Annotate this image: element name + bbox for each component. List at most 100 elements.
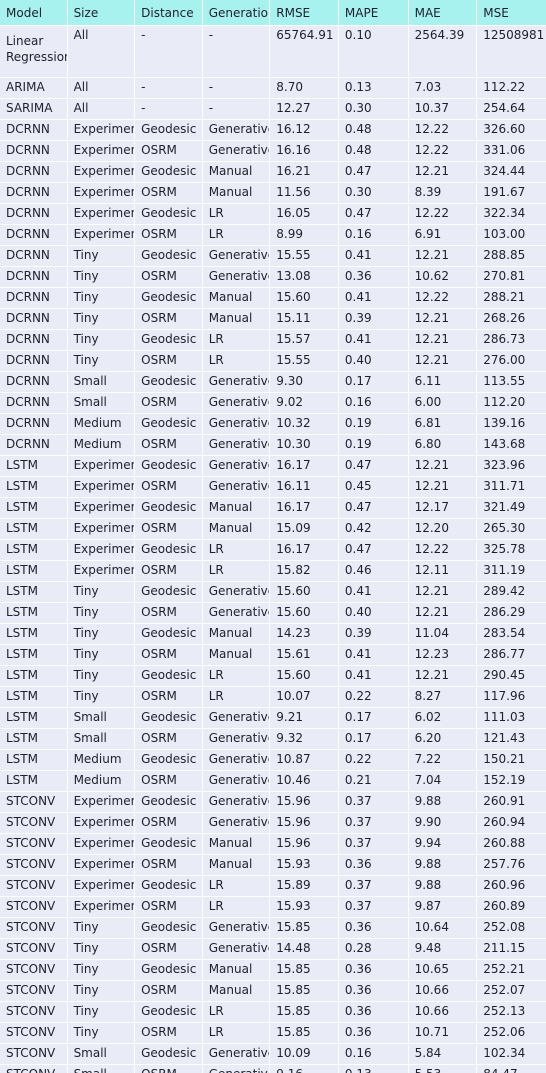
cell-mae: 9.88 [408,855,477,875]
header-distance[interactable]: Distance [135,0,202,25]
cell-model: STCONV [0,960,67,980]
cell-mape: 0.41 [338,246,408,266]
header-mape[interactable]: MAPE [338,0,408,25]
cell-generation: Generative [202,393,270,413]
header-rmse[interactable]: RMSE [270,0,338,25]
cell-rmse: 15.82 [270,561,338,581]
table-row: DCRNN Tiny Geodesic Manual 15.60 0.41 12.22 288… [0,288,546,308]
cell-mae: 12.21 [408,456,477,476]
cell-model: SARIMA [0,99,67,119]
cell-rmse: 15.96 [270,792,338,812]
header-size[interactable]: Size [67,0,135,25]
cell-mse: 286.73 [477,330,546,350]
cell-distance: OSRM [135,603,202,623]
cell-mae: 10.65 [408,960,477,980]
cell-size: Experimental [67,477,135,497]
cell-distance: OSRM [135,477,202,497]
cell-model: DCRNN [0,246,67,266]
cell-mae: 12.21 [408,351,477,371]
cell-distance: OSRM [135,351,202,371]
cell-mse: 121.43 [477,729,546,749]
table-row: STCONV Tiny OSRM Manual 15.85 0.36 10.66 252.07 [0,981,546,1001]
cell-generation: Generative [202,267,270,287]
cell-distance: Geodesic [135,456,202,476]
cell-size: Experimental [67,792,135,812]
header-model[interactable]: Model [0,0,67,25]
cell-mae: 12.21 [408,477,477,497]
table-row: LSTM Small Geodesic Generative 9.21 0.17 6.02 1… [0,708,546,728]
cell-size: Experimental [67,225,135,245]
cell-mae: 12.21 [408,309,477,329]
cell-distance: Geodesic [135,582,202,602]
cell-size: Small [67,729,135,749]
cell-distance: OSRM [135,813,202,833]
cell-rmse: 15.60 [270,288,338,308]
cell-distance: OSRM [135,183,202,203]
cell-generation: Generative [202,813,270,833]
cell-distance: Geodesic [135,666,202,686]
cell-model: ARIMA [0,78,67,98]
cell-mse: 139.16 [477,414,546,434]
cell-size: Experimental [67,876,135,896]
cell-mape: 0.13 [338,78,408,98]
cell-rmse: 9.32 [270,729,338,749]
cell-mape: 0.39 [338,309,408,329]
header-row: Model Size Distance Generation RMSE MAPE… [0,0,546,25]
cell-model: DCRNN [0,162,67,182]
cell-generation: LR [202,666,270,686]
table-row: Linear Regression All - -65764.91 0.10 2564.3… [0,26,546,77]
header-mae[interactable]: MAE [408,0,477,25]
cell-mae: 5.53 [408,1065,477,1073]
cell-distance: OSRM [135,687,202,707]
cell-distance: OSRM [135,855,202,875]
cell-distance: Geodesic [135,246,202,266]
cell-model: DCRNN [0,141,67,161]
cell-mape: 0.17 [338,372,408,392]
table-row: LSTMExperimentalGeodesicManual16.170.471… [0,498,546,518]
cell-mse: 211.15 [477,939,546,959]
cell-distance: Geodesic [135,876,202,896]
cell-rmse: 14.23 [270,624,338,644]
cell-rmse: 9.02 [270,393,338,413]
table-row: LSTMExperimentalOSRMLR15.820.4612.11311.… [0,561,546,581]
cell-mae: 12.22 [408,141,477,161]
cell-mape: 0.36 [338,1023,408,1043]
cell-mse: 12508981 [477,26,546,77]
cell-mape: 0.36 [338,855,408,875]
cell-mae: 6.00 [408,393,477,413]
cell-size: Tiny [67,687,135,707]
table-row: LSTM Medium Geodesic Generative 10.87 0.22 7.2… [0,750,546,770]
cell-rmse: 15.96 [270,834,338,854]
table-row: STCONVExperimentalOSRMLR15.930.379.87260… [0,897,546,917]
cell-generation: LR [202,1023,270,1043]
cell-size: Medium [67,414,135,434]
header-generation[interactable]: Generation [202,0,270,25]
cell-model: DCRNN [0,120,67,140]
cell-mape: 0.36 [338,267,408,287]
cell-size: Experimental [67,498,135,518]
cell-distance: Geodesic [135,1044,202,1064]
cell-size: Small [67,1065,135,1073]
cell-mape: 0.22 [338,687,408,707]
cell-mse: 252.13 [477,1002,546,1022]
cell-mae: 10.66 [408,1002,477,1022]
table-row: DCRNN Small Geodesic Generative 9.30 0.17 6.11… [0,372,546,392]
cell-generation: Manual [202,960,270,980]
cell-model: STCONV [0,876,67,896]
cell-generation: Generative [202,792,270,812]
cell-rmse: 16.17 [270,498,338,518]
cell-mape: 0.41 [338,288,408,308]
cell-mae: 12.22 [408,540,477,560]
cell-model: LSTM [0,708,67,728]
cell-model: LSTM [0,456,67,476]
table-row: DCRNNExperimentalOSRMGenerative16.160.48… [0,141,546,161]
table-row: DCRNN Medium OSRM Generative 10.30 0.19 6.80 14… [0,435,546,455]
cell-generation: Generative [202,120,270,140]
header-mse[interactable]: MSE [477,0,546,25]
cell-mse: 311.19 [477,561,546,581]
table-row: STCONV Small Geodesic Generative 10.09 0.16 5.… [0,1044,546,1064]
cell-mse: 325.78 [477,540,546,560]
cell-rmse: 9.21 [270,708,338,728]
cell-distance: OSRM [135,267,202,287]
cell-mape: 0.21 [338,771,408,791]
